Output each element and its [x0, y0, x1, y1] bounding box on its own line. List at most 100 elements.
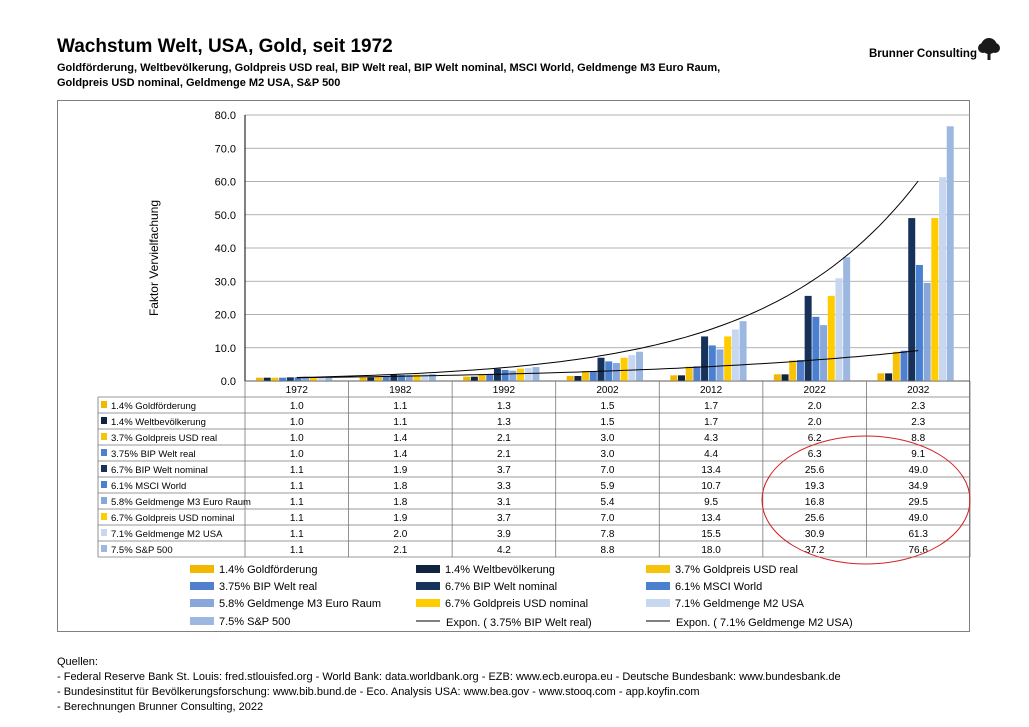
data-label: 4.4 — [704, 449, 718, 460]
data-label: 5.4 — [601, 497, 615, 508]
bar — [428, 374, 436, 381]
table-legend-key — [101, 417, 107, 424]
data-label: 7.8 — [601, 529, 615, 540]
bar — [566, 376, 574, 381]
bar — [574, 376, 582, 381]
data-label: 1.5 — [601, 401, 615, 412]
source-line-2: - Bundesinstitut für Bevölkerungsforschu… — [57, 686, 700, 698]
bar — [724, 336, 732, 381]
subtitle-line-1: Goldförderung, Weltbevölkerung, Goldprei… — [57, 62, 721, 74]
data-label: 25.6 — [805, 513, 825, 524]
table-row-label: 3.7% Goldpreis USD real — [111, 433, 217, 444]
data-label: 5.9 — [601, 481, 615, 492]
bar — [900, 350, 908, 381]
bar — [463, 376, 471, 381]
x-tick-label: 2022 — [804, 385, 827, 396]
y-tick-label: 30.0 — [215, 276, 236, 288]
table-legend-key — [101, 497, 107, 504]
bar — [773, 374, 781, 381]
data-label: 34.9 — [908, 481, 928, 492]
bar — [309, 377, 317, 381]
data-label: 3.7 — [497, 513, 511, 524]
data-label: 1.8 — [393, 481, 407, 492]
bar — [820, 325, 828, 381]
x-tick-label: 1972 — [286, 385, 309, 396]
x-tick-label: 2012 — [700, 385, 723, 396]
bar — [677, 375, 685, 381]
bar — [421, 374, 429, 381]
data-label: 25.6 — [805, 465, 825, 476]
table-legend-key — [101, 465, 107, 472]
data-label: 1.4 — [393, 449, 407, 460]
bar — [812, 316, 820, 381]
legend-label: 7.5% S&P 500 — [219, 616, 290, 628]
data-label: 1.1 — [393, 401, 407, 412]
bar — [892, 351, 900, 381]
data-label: 2.0 — [808, 401, 822, 412]
table-row-label: 1.4% Goldförderung — [111, 401, 196, 412]
data-label: 3.9 — [497, 529, 511, 540]
bar — [486, 374, 494, 381]
data-label: 7.0 — [601, 465, 615, 476]
data-label: 4.2 — [497, 545, 511, 556]
data-label: 15.5 — [701, 529, 721, 540]
legend-trend-label: Expon. ( 7.1% Geldmenge M2 USA) — [676, 617, 853, 629]
x-tick-label: 2032 — [907, 385, 930, 396]
legend-swatch — [416, 599, 440, 607]
legend-label: 6.1% MSCI World — [675, 581, 762, 593]
legend-swatch — [190, 565, 214, 573]
data-label: 6.3 — [808, 449, 822, 460]
legend-label: 1.4% Weltbevölkerung — [445, 564, 555, 576]
data-label: 2.1 — [497, 433, 511, 444]
bar — [877, 373, 885, 381]
bar — [701, 336, 709, 381]
data-label: 1.3 — [497, 417, 511, 428]
data-label: 18.0 — [701, 545, 721, 556]
x-tick-label: 1992 — [493, 385, 516, 396]
table-row-label: 5.8% Geldmenge M3 Euro Raum — [111, 497, 251, 508]
data-label: 2.1 — [497, 449, 511, 460]
table-row-label: 7.1% Geldmenge M2 USA — [111, 529, 223, 540]
legend-label: 5.8% Geldmenge M3 Euro Raum — [219, 598, 381, 610]
data-label: 37.2 — [805, 545, 825, 556]
table-legend-key — [101, 401, 107, 408]
table-legend-key — [101, 433, 107, 440]
data-label: 1.8 — [393, 497, 407, 508]
data-label: 8.8 — [911, 433, 925, 444]
bar — [382, 376, 390, 381]
legend-swatch — [190, 599, 214, 607]
data-label: 1.0 — [290, 449, 304, 460]
y-tick-label: 50.0 — [215, 210, 236, 222]
data-label: 2.0 — [393, 529, 407, 540]
data-label: 9.5 — [704, 497, 718, 508]
legend-swatch — [646, 599, 670, 607]
bar — [256, 377, 263, 381]
company-name: Brunner Consulting — [869, 48, 977, 60]
bar — [279, 377, 287, 381]
bar — [612, 363, 620, 381]
legend-trend-label: Expon. ( 3.75% BIP Welt real) — [446, 617, 592, 629]
y-tick-label: 60.0 — [215, 177, 236, 189]
chart-frame — [57, 100, 970, 632]
bar — [317, 377, 325, 381]
y-tick-label: 0.0 — [221, 376, 236, 388]
data-label: 4.3 — [704, 433, 718, 444]
data-label: 1.9 — [393, 513, 407, 524]
data-label: 7.0 — [601, 513, 615, 524]
table-legend-key — [101, 513, 107, 520]
data-label: 1.3 — [497, 401, 511, 412]
data-label: 9.1 — [911, 449, 925, 460]
data-label: 2.0 — [808, 417, 822, 428]
legend-swatch — [646, 565, 670, 573]
data-label: 29.5 — [908, 497, 928, 508]
bar — [939, 177, 947, 381]
bar — [636, 351, 644, 381]
data-label: 3.0 — [601, 449, 615, 460]
legend-swatch — [190, 617, 214, 625]
bar — [835, 278, 843, 381]
bar — [885, 373, 893, 381]
bar — [478, 374, 486, 381]
legend-swatch — [416, 565, 440, 573]
bar — [271, 377, 279, 381]
